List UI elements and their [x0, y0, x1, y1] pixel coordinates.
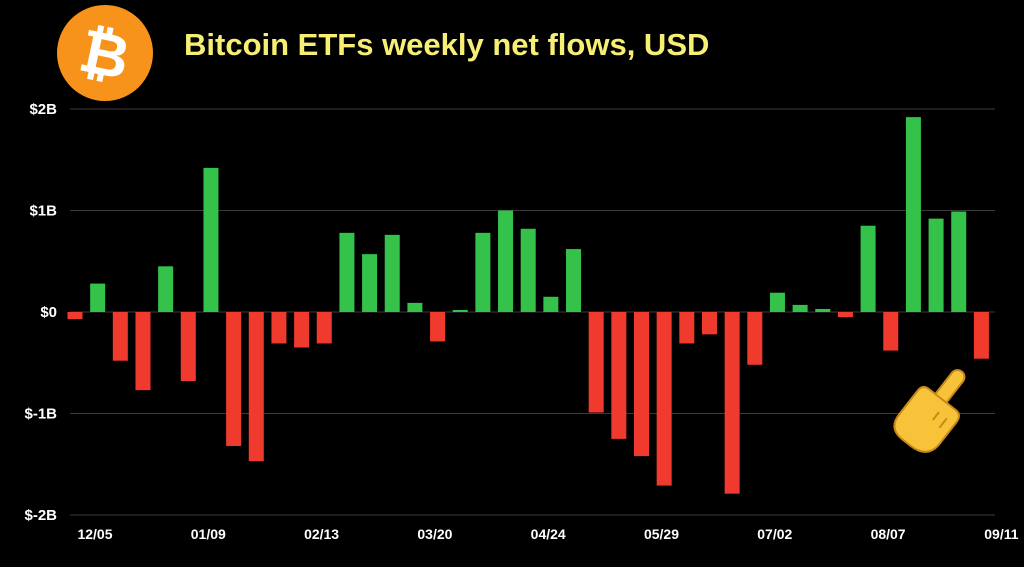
bar: [951, 211, 967, 312]
bitcoin-logo-circle: [57, 5, 153, 101]
bar: [588, 312, 604, 413]
x-tick-label: 12/05: [77, 526, 112, 542]
bar: [543, 296, 559, 312]
bar: [67, 312, 83, 320]
x-tick-label: 01/09: [191, 526, 226, 542]
bar: [90, 283, 106, 312]
bar: [837, 312, 853, 318]
bar: [203, 167, 219, 312]
x-tick-label: 04/24: [531, 526, 566, 542]
bar: [475, 232, 491, 312]
chart-title: Bitcoin ETFs weekly net flows, USD: [184, 27, 710, 62]
bar: [407, 302, 423, 312]
bar: [656, 312, 672, 486]
pointing-hand-knuckles: [932, 411, 948, 429]
bar: [430, 312, 446, 342]
bar: [611, 312, 627, 439]
bar: [112, 312, 128, 361]
y-tick-label: $1B: [29, 203, 57, 220]
bar: [362, 254, 378, 312]
bar: [452, 309, 468, 312]
y-axis-ticks: $2B $1B $0 $-1B $-2B: [24, 101, 57, 524]
bar: [271, 312, 287, 344]
bar: [792, 304, 808, 312]
bar: [679, 312, 695, 344]
bar: [316, 312, 332, 344]
bar: [860, 225, 876, 312]
x-tick-label: 02/13: [304, 526, 339, 542]
bar: [724, 312, 740, 494]
bar: [747, 312, 763, 365]
bitcoin-logo-icon: ₿: [57, 5, 153, 101]
bar: [294, 312, 310, 348]
bar: [339, 232, 355, 312]
bar: [883, 312, 899, 351]
bar: [769, 292, 785, 312]
bar: [226, 312, 242, 446]
y-tick-label: $2B: [29, 101, 57, 118]
pointing-hand-palm: [893, 385, 960, 453]
bar: [384, 234, 400, 312]
bar: [180, 312, 196, 382]
pointing-hand-icon: [893, 369, 966, 453]
x-tick-label: 08/07: [871, 526, 906, 542]
x-tick-label: 05/29: [644, 526, 679, 542]
bar: [973, 312, 989, 359]
y-tick-label: $-1B: [24, 406, 57, 423]
bar: [248, 312, 264, 462]
x-tick-label: 03/20: [417, 526, 452, 542]
x-tick-label: 09/11: [984, 526, 1018, 542]
bar: [135, 312, 151, 391]
bar: [905, 117, 921, 313]
bar: [566, 249, 582, 312]
bar: [634, 312, 649, 457]
y-tick-label: $-2B: [24, 507, 57, 524]
x-axis-ticks: 12/05 01/09 02/13 03/20 04/24 05/29 07/02 08/07…: [77, 526, 1018, 542]
bar: [520, 228, 536, 312]
x-tick-label: 07/02: [757, 526, 792, 542]
bar: [701, 312, 717, 335]
y-tick-label: $0: [40, 304, 57, 321]
bar: [158, 266, 174, 312]
bar: [498, 210, 514, 312]
bar: [815, 308, 831, 312]
bars: [67, 117, 989, 494]
bar: [928, 218, 944, 312]
